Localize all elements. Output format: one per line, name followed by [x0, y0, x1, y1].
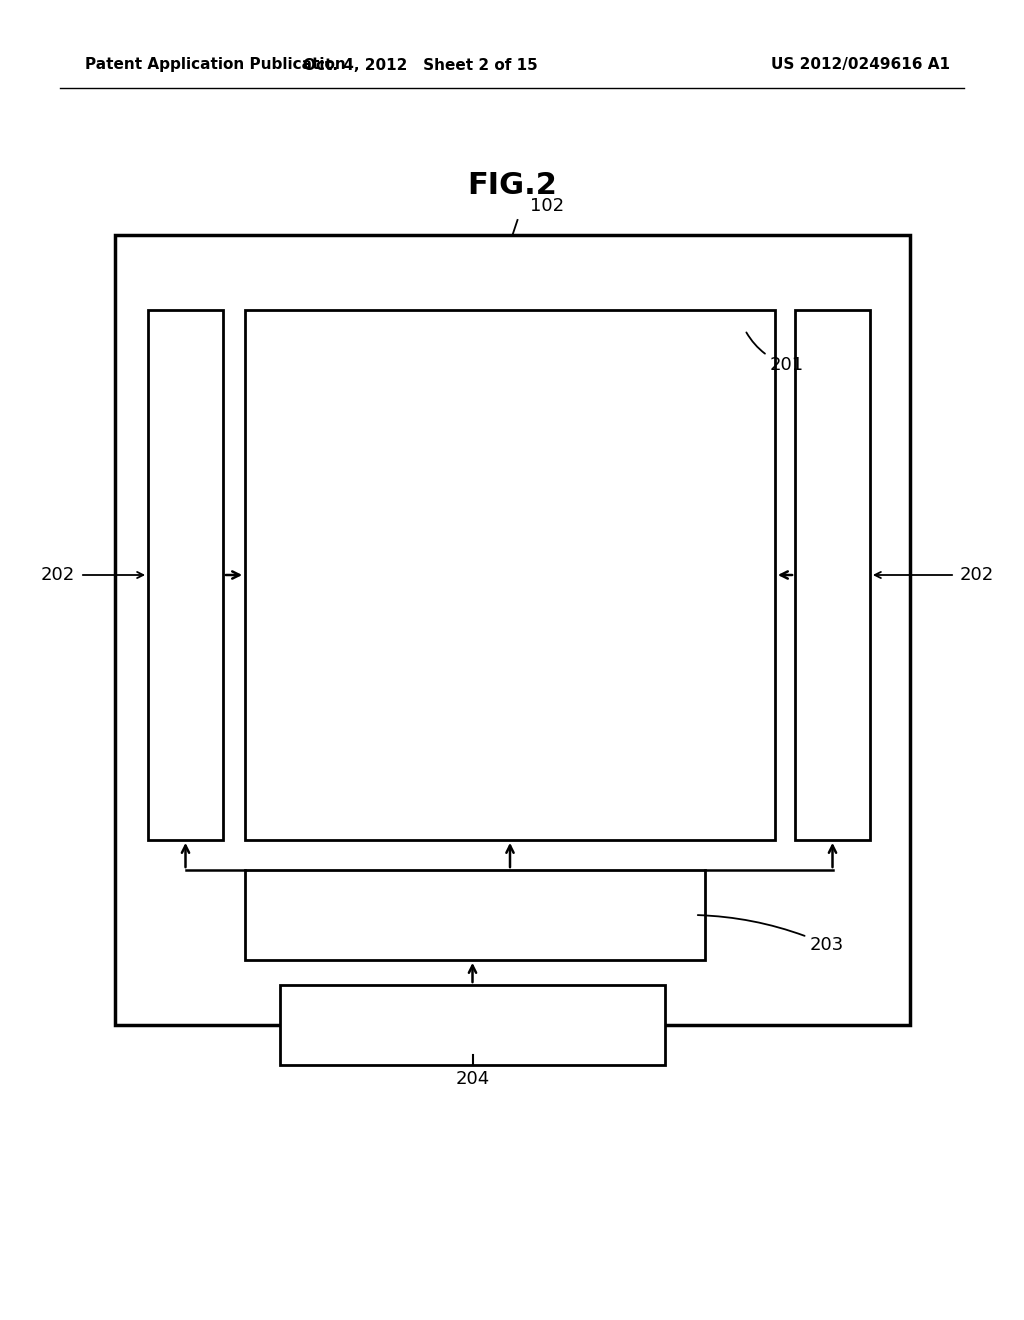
- Text: 202: 202: [41, 566, 75, 583]
- Text: 203: 203: [697, 915, 844, 954]
- Text: 202: 202: [961, 566, 994, 583]
- Bar: [148, 310, 223, 840]
- Bar: [245, 870, 705, 960]
- Bar: [245, 310, 775, 840]
- Text: 102: 102: [530, 197, 564, 215]
- Text: US 2012/0249616 A1: US 2012/0249616 A1: [771, 58, 950, 73]
- Text: 204: 204: [456, 1071, 489, 1088]
- Text: FIG.2: FIG.2: [468, 170, 557, 199]
- Bar: [795, 310, 870, 840]
- Text: 201: 201: [746, 333, 804, 374]
- Bar: [115, 235, 910, 1026]
- Bar: [280, 985, 665, 1065]
- Text: Oct. 4, 2012   Sheet 2 of 15: Oct. 4, 2012 Sheet 2 of 15: [303, 58, 538, 73]
- Text: Patent Application Publication: Patent Application Publication: [85, 58, 346, 73]
